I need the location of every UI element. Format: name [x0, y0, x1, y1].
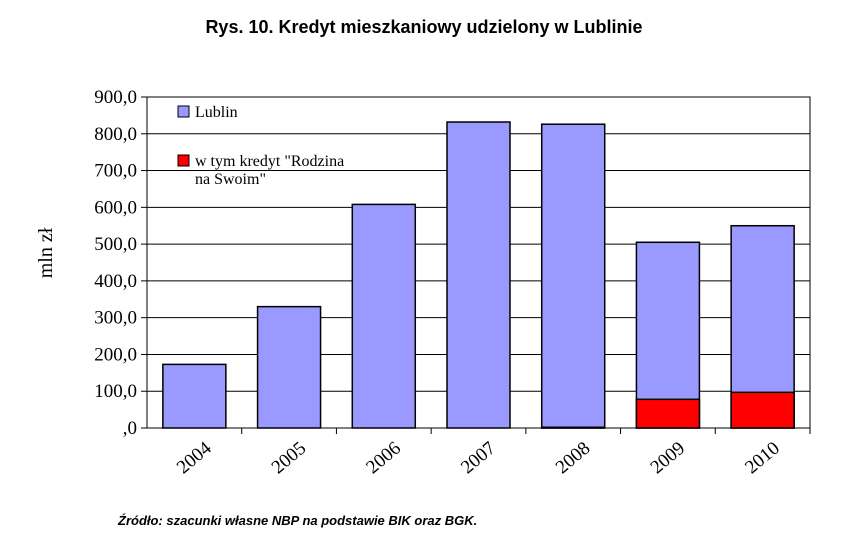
source-note: Źródło: szacunki własne NBP na podstawie… — [118, 513, 478, 528]
bar-rodzina-2010 — [730, 391, 795, 429]
bar-rodzina-2008 — [540, 426, 606, 429]
x-tick-label: 2006 — [362, 438, 405, 479]
bar-rodzina-2009 — [635, 398, 701, 429]
y-tick-label: 600,0 — [94, 197, 137, 218]
y-tick-label: 300,0 — [94, 308, 137, 329]
bar-lublin-2009 — [635, 241, 701, 429]
y-tick-label: ,0 — [123, 418, 137, 439]
bar-chart: ,0 100,0 200,0 300,0 400,0 500,0 600,0 700,0 800… — [35, 87, 811, 478]
x-tick-label: 2008 — [552, 438, 595, 479]
x-tick-label: 2010 — [741, 438, 784, 479]
x-tick-label: 2005 — [268, 438, 311, 479]
y-tick-label: 800,0 — [94, 124, 137, 145]
x-tick-label: 2007 — [457, 438, 500, 479]
y-tick-label: 700,0 — [94, 161, 137, 182]
bar-lublin-2006 — [351, 203, 417, 429]
legend-swatch-lublin — [177, 105, 190, 118]
chart-title: Rys. 10. Kredyt mieszkaniowy udzielony w… — [205, 17, 643, 37]
y-tick-labels: ,0 100,0 200,0 300,0 400,0 500,0 600,0 700,0 800… — [94, 87, 137, 439]
y-tick-label: 500,0 — [94, 234, 137, 255]
bar-lublin-2004 — [162, 363, 227, 429]
legend-label-lublin: Lublin — [195, 104, 238, 121]
bar-lublin-2007 — [446, 121, 511, 429]
y-tick-label: 400,0 — [94, 271, 137, 292]
y-tick-label: 900,0 — [94, 87, 137, 108]
legend-label-rodzina: w tym kredyt "Rodzina — [195, 153, 344, 170]
y-axis-label: mln zł — [35, 227, 57, 278]
bar-lublin-2008 — [540, 123, 606, 429]
legend-swatch-rodzina — [177, 154, 190, 167]
x-tick-label: 2009 — [647, 438, 690, 479]
x-tick-label: 2004 — [173, 437, 216, 478]
y-tick-label: 200,0 — [94, 344, 137, 365]
bars — [162, 121, 811, 434]
x-tick-labels: 2004 2005 2006 2007 2008 2009 2010 — [173, 437, 784, 478]
bar-lublin-2005 — [256, 305, 322, 429]
legend-label-rodzina: na Swoim" — [195, 171, 266, 188]
y-tick-label: 100,0 — [94, 381, 137, 402]
